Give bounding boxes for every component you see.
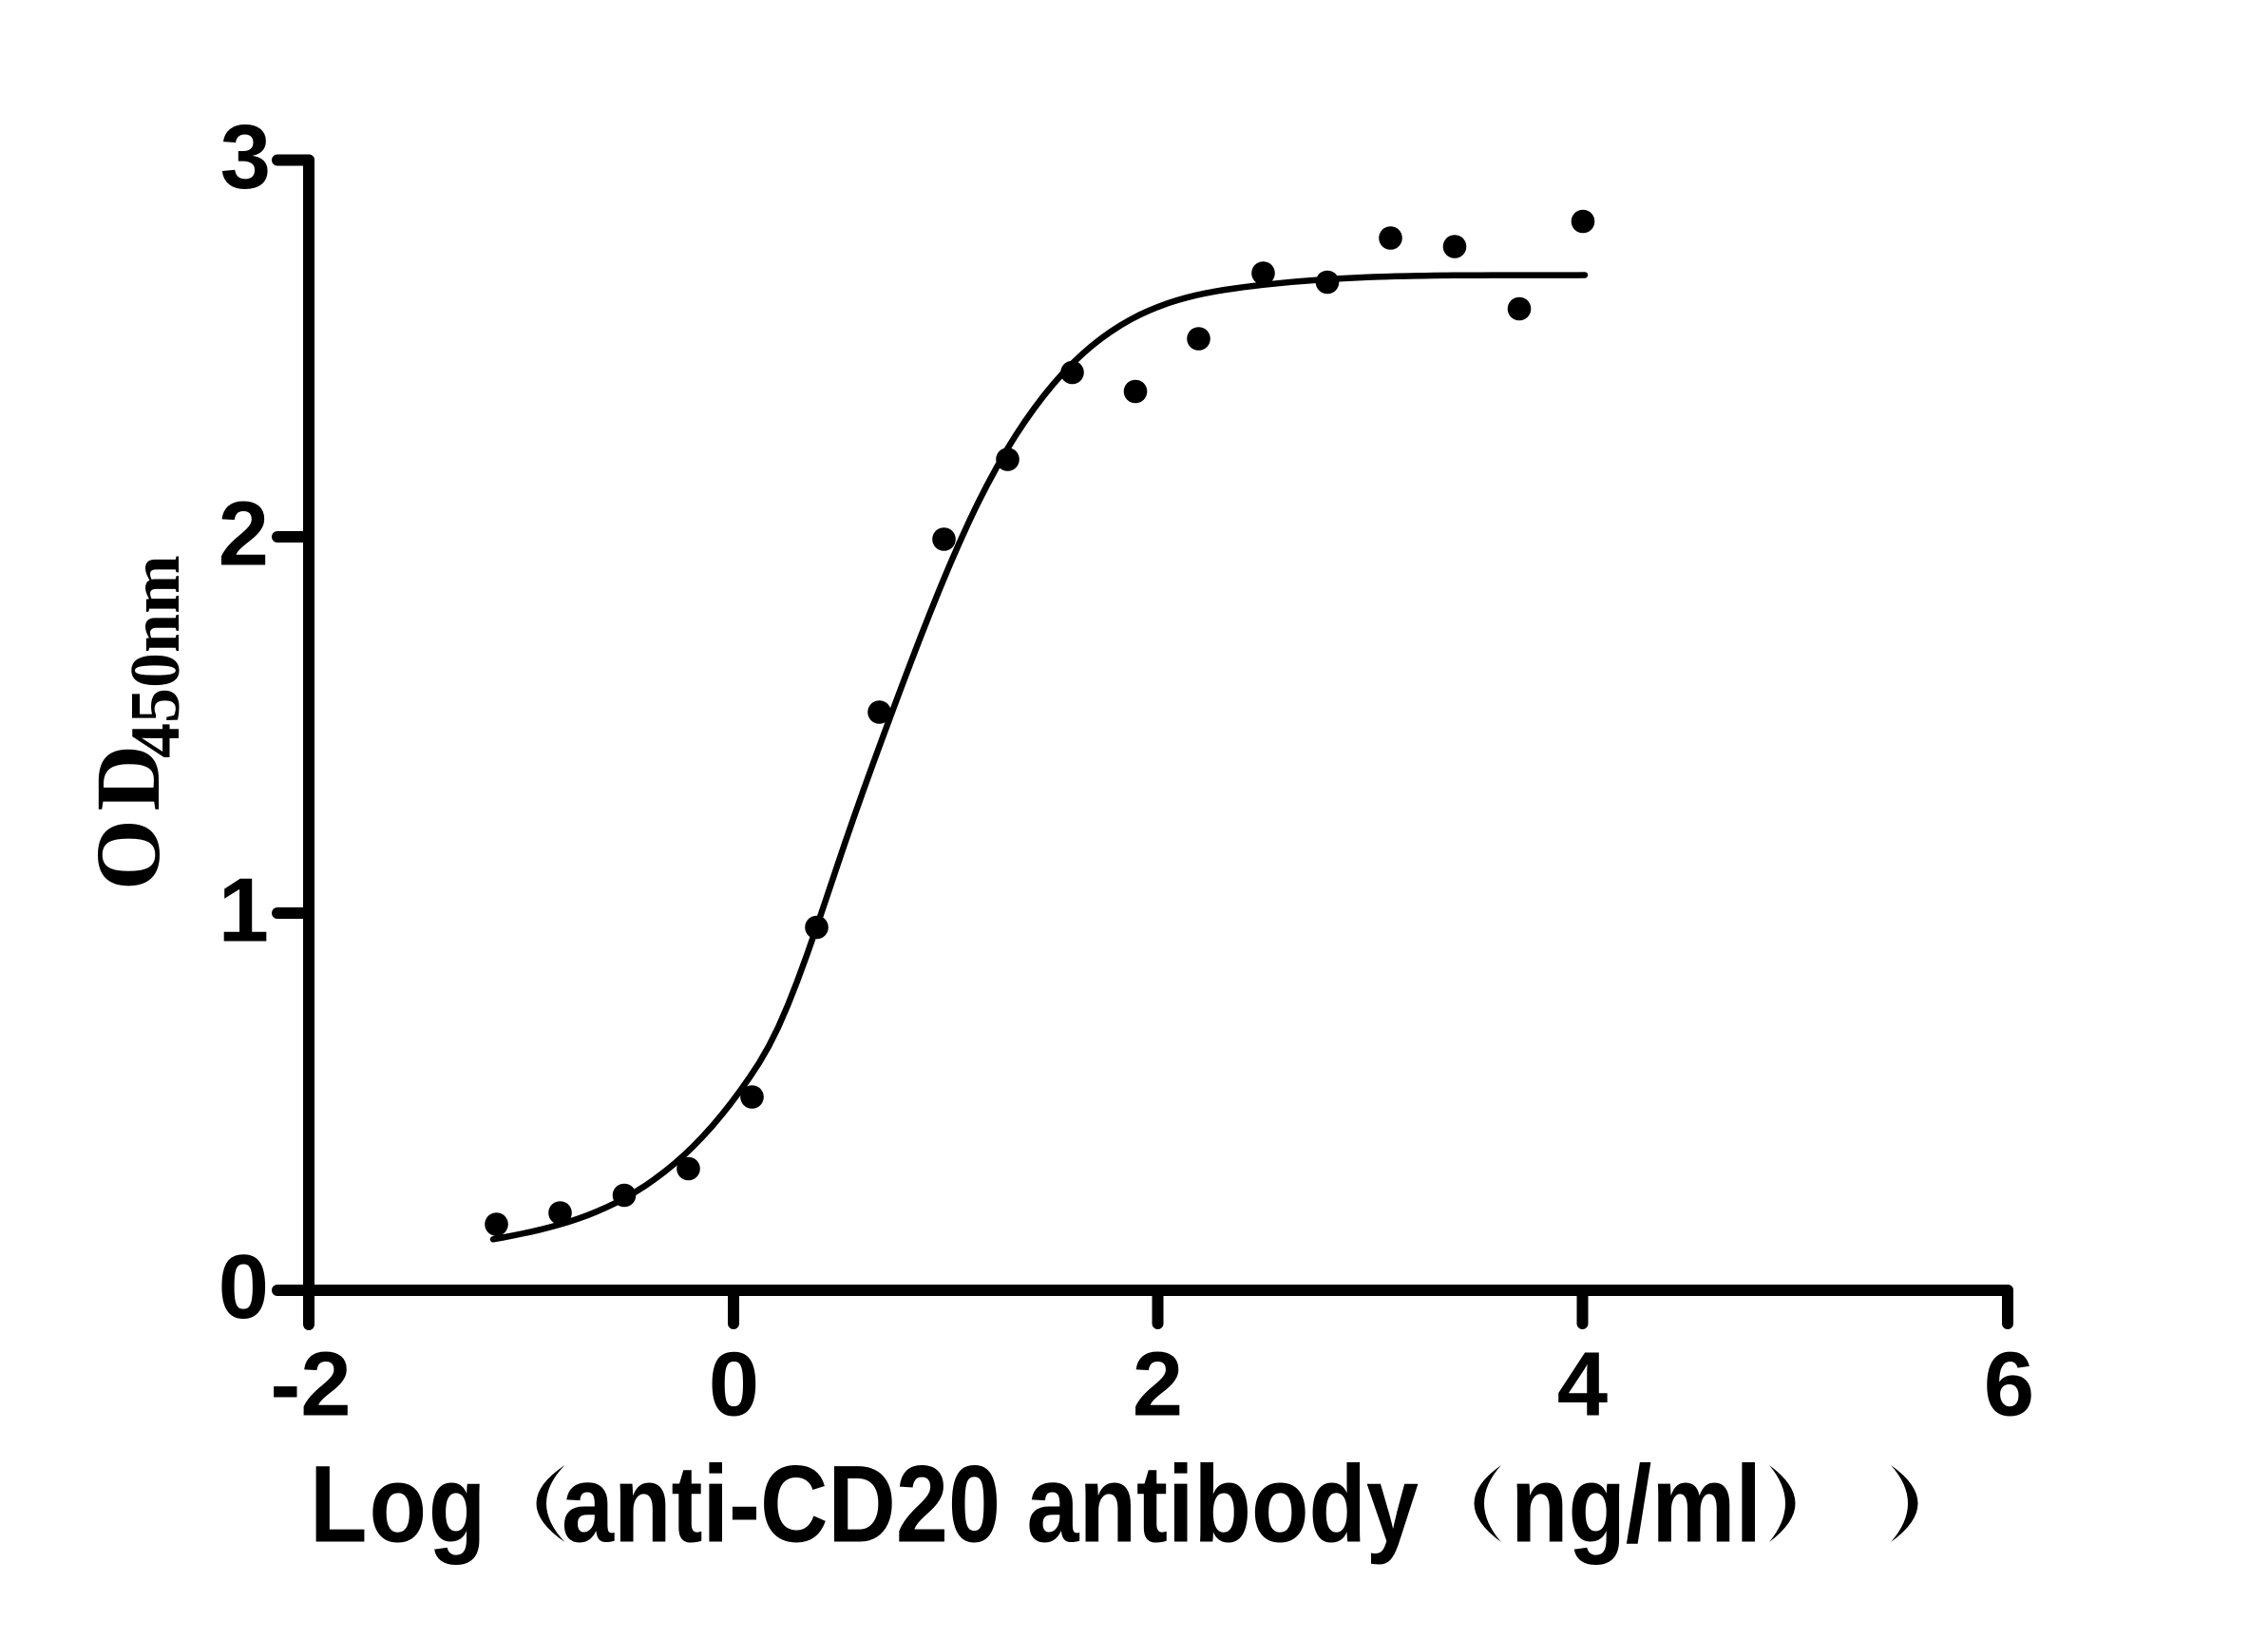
svg-text:0: 0 (709, 1334, 759, 1436)
svg-text:0: 0 (219, 1236, 269, 1338)
svg-text:2: 2 (1133, 1334, 1183, 1436)
svg-text:3: 3 (220, 106, 271, 208)
svg-text:OD: OD (77, 736, 179, 890)
svg-text:6: 6 (1984, 1334, 2034, 1436)
svg-text:-2: -2 (270, 1334, 351, 1436)
svg-text:ng/ml: ng/ml (1511, 1443, 1762, 1566)
svg-text:450nm: 450nm (117, 555, 195, 758)
svg-text:Log: Log (310, 1443, 487, 1566)
svg-text:1: 1 (219, 860, 269, 962)
svg-text:2: 2 (219, 484, 269, 585)
svg-text:4: 4 (1557, 1334, 1608, 1436)
svg-text:anti-CD20 antibody: anti-CD20 antibody (562, 1443, 1419, 1566)
